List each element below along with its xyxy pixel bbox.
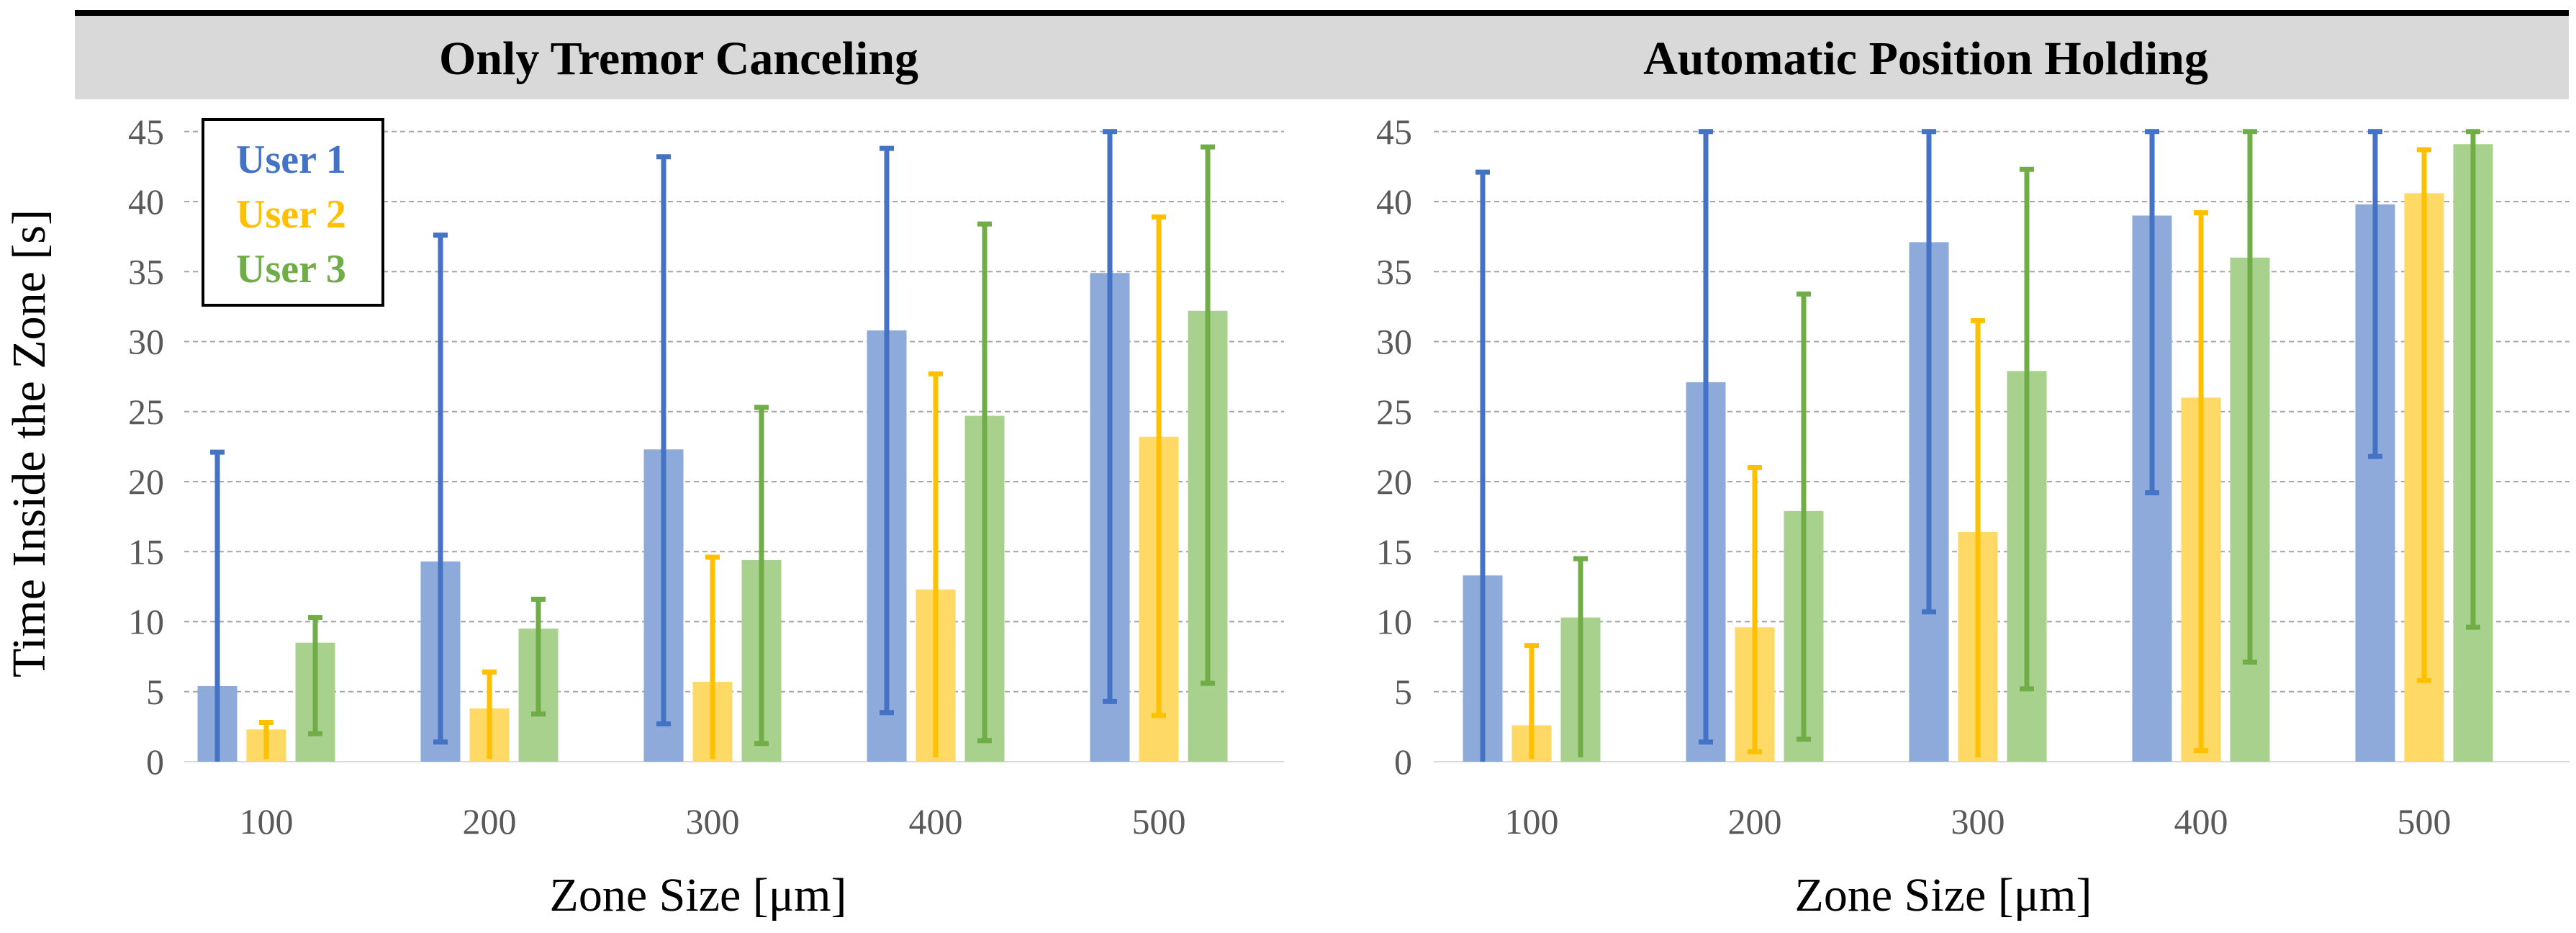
panel-header-left: Only Tremor Canceling (75, 10, 1283, 99)
legend-user-3: User 3 (236, 247, 346, 292)
x-axis-title: Zone Size [μm] (1795, 869, 2092, 921)
y-tick-label: 10 (128, 602, 164, 642)
panel-title-right: Automatic Position Holding (1643, 32, 2208, 85)
y-tick-label: 20 (128, 461, 164, 502)
y-tick-label: 45 (1376, 112, 1412, 152)
x-axis-title: Zone Size [μm] (550, 869, 847, 921)
y-tick-label: 30 (1376, 322, 1412, 362)
y-tick-label: 15 (128, 531, 164, 572)
legend-user-2: User 2 (236, 192, 346, 237)
x-tick-label: 400 (2174, 801, 2228, 842)
y-axis-title: Time Inside the Zone [s] (3, 209, 55, 677)
y-tick-label: 15 (1376, 531, 1412, 572)
x-tick-label: 400 (909, 801, 963, 842)
y-tick-label: 35 (1376, 251, 1412, 292)
legend-user-1: User 1 (236, 138, 346, 182)
panel-header-right: Automatic Position Holding (1283, 10, 2569, 99)
y-tick-label: 0 (1394, 742, 1412, 782)
x-tick-label: 100 (240, 801, 294, 842)
x-tick-label: 200 (1728, 801, 1782, 842)
legend: User 1 User 2 User 3 (202, 118, 384, 307)
x-tick-label: 300 (686, 801, 740, 842)
y-tick-label: 0 (146, 742, 164, 782)
x-tick-label: 100 (1505, 801, 1559, 842)
y-tick-label: 10 (1376, 602, 1412, 642)
x-tick-label: 300 (1951, 801, 2005, 842)
y-tick-label: 45 (128, 112, 164, 152)
y-tick-label: 20 (1376, 461, 1412, 502)
x-tick-label: 500 (2398, 801, 2451, 842)
x-tick-label: 200 (463, 801, 517, 842)
y-tick-label: 25 (128, 392, 164, 432)
y-tick-label: 40 (1376, 181, 1412, 222)
y-tick-label: 5 (146, 672, 164, 712)
y-tick-label: 40 (128, 181, 164, 222)
y-tick-label: 25 (1376, 392, 1412, 432)
panel-title-left: Only Tremor Canceling (438, 32, 919, 85)
x-tick-label: 500 (1132, 801, 1186, 842)
y-tick-label: 35 (128, 251, 164, 292)
y-tick-label: 30 (128, 322, 164, 362)
y-tick-label: 5 (1394, 672, 1412, 712)
